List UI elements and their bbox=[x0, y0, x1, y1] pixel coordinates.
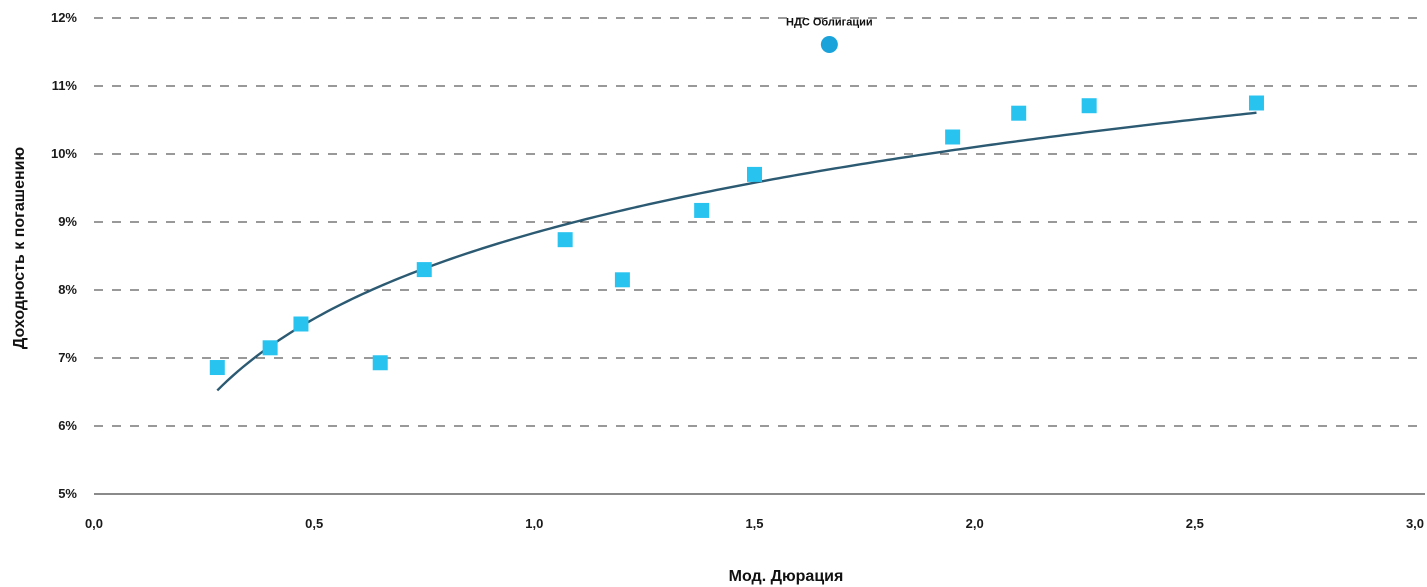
data-points: НДС Облигации bbox=[209, 17, 1264, 376]
x-tick-label: 0,0 bbox=[85, 516, 103, 531]
gridlines bbox=[94, 17, 1425, 427]
bond-point bbox=[945, 129, 961, 145]
bond-point bbox=[614, 272, 630, 288]
x-tick-label: 1,5 bbox=[745, 516, 763, 531]
bond-point bbox=[209, 360, 225, 376]
bond-point bbox=[747, 166, 762, 182]
bond-point bbox=[1011, 105, 1027, 121]
x-tick-label: 2,0 bbox=[966, 516, 984, 531]
bond-point bbox=[694, 202, 710, 218]
y-tick-label: 5% bbox=[58, 486, 77, 501]
y-tick-label: 11% bbox=[52, 78, 78, 93]
x-axis-title: Мод. Дюрация bbox=[729, 568, 844, 585]
y-tick-label: 12% bbox=[51, 10, 77, 25]
bond-point bbox=[262, 340, 278, 356]
bond-point bbox=[293, 316, 309, 332]
point-label: НДС Облигации bbox=[786, 17, 873, 29]
tick-labels: 5% 6% 7% 8% 9% 10% 11% 12% 0,0 0,5 1,0 1,5 2,0 2,5 3,0 bbox=[51, 10, 1424, 531]
x-tick-label: 3,0 bbox=[1406, 516, 1424, 531]
x-tick-label: 1,0 bbox=[525, 516, 543, 531]
x-tick-label: 0,5 bbox=[305, 516, 323, 531]
y-tick-label: 7% bbox=[58, 350, 77, 365]
bond-point bbox=[372, 355, 388, 371]
trendline-group bbox=[216, 111, 1257, 392]
bond-point bbox=[557, 232, 573, 248]
y-tick-label: 8% bbox=[58, 282, 77, 297]
y-axis-title: Доходность к погашению bbox=[11, 147, 28, 350]
y-tick-label: 6% bbox=[58, 418, 77, 433]
bond-point bbox=[1081, 98, 1097, 114]
bond-point bbox=[1248, 95, 1264, 111]
trendline bbox=[216, 111, 1257, 392]
y-tick-label: 9% bbox=[58, 214, 77, 229]
highlight-point bbox=[820, 36, 838, 54]
bond-point bbox=[416, 262, 432, 278]
x-tick-label: 2,5 bbox=[1186, 516, 1204, 531]
y-tick-label: 10% bbox=[51, 146, 77, 161]
